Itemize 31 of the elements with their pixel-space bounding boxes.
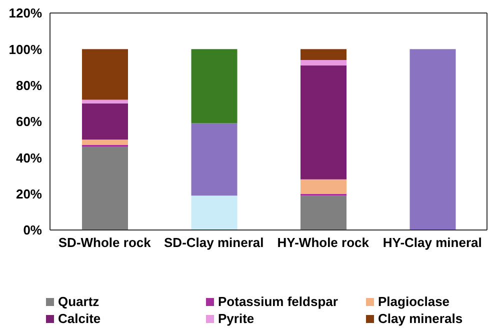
bar [191, 49, 238, 124]
x-tick-label: HY-Clay mineral [382, 235, 482, 250]
y-tick-label: 0% [23, 222, 42, 238]
legend-label: Plagioclase [378, 294, 450, 309]
x-tick-label: SD-Clay mineral [164, 235, 264, 250]
legend-label: Quartz [58, 294, 100, 309]
bar [191, 196, 238, 230]
x-tick-label: SD-Whole rock [58, 235, 152, 250]
bar [82, 49, 128, 100]
bar [300, 60, 346, 66]
x-tick-label: HY-Whole rock [277, 235, 370, 250]
y-tick-label: 20% [16, 186, 42, 202]
bar [300, 196, 346, 230]
legend-label: Clay minerals [378, 311, 463, 326]
bar [82, 100, 128, 104]
bar [82, 103, 128, 140]
y-tick-label: 80% [16, 78, 42, 93]
bar [410, 49, 456, 230]
bar [191, 123, 238, 196]
y-tick-label: 120% [8, 6, 42, 21]
bar [82, 146, 128, 230]
legend-label: Potassium feldspar [218, 294, 338, 309]
y-tick-label: 100% [8, 42, 42, 57]
y-tick-label: 60% [16, 114, 42, 130]
bar [300, 49, 346, 60]
bar [82, 140, 128, 146]
y-tick-label: 40% [16, 150, 42, 166]
legend-label: Pyrite [218, 311, 254, 326]
bar [300, 65, 346, 180]
legend-label: Calcite [58, 311, 101, 326]
bar [300, 179, 346, 194]
